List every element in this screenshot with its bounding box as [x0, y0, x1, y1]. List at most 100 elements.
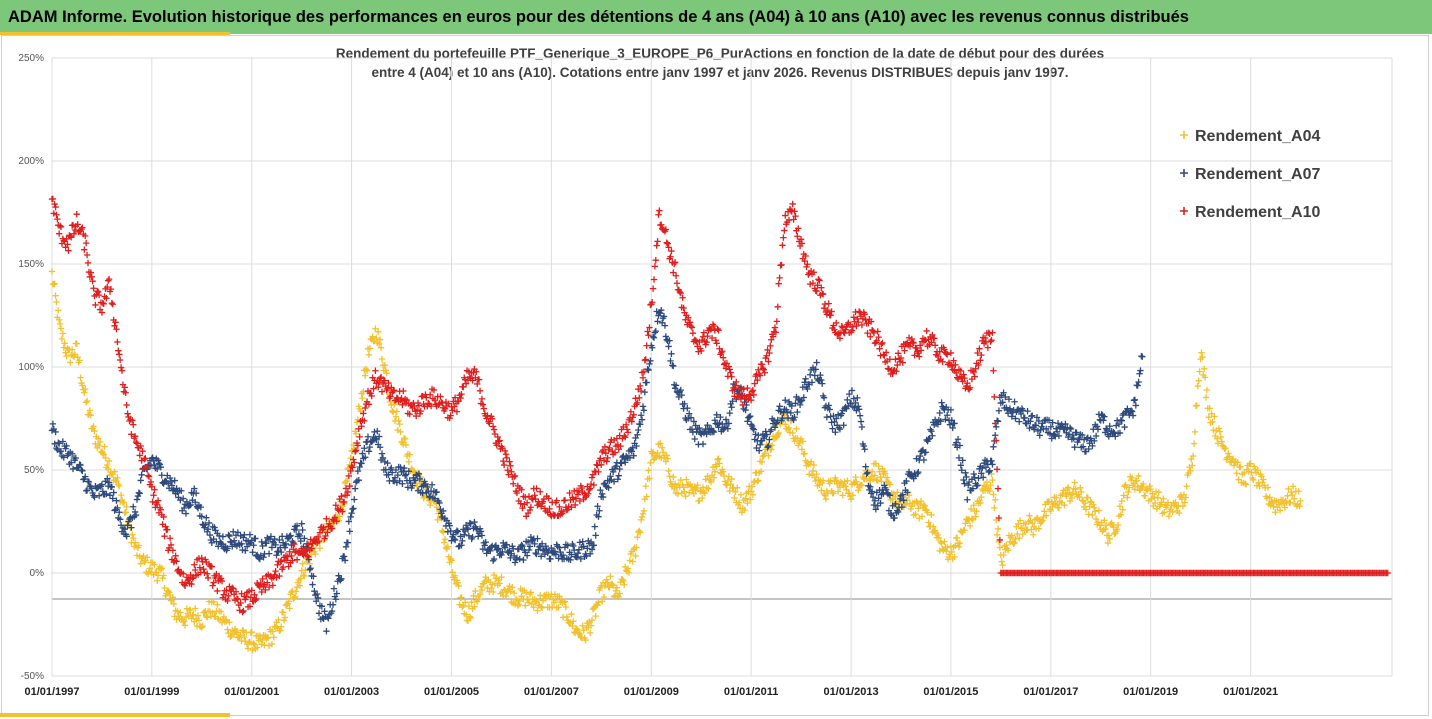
data-point: [466, 519, 473, 527]
data-point: [478, 586, 486, 594]
legend-label: Rendement_A10: [1195, 204, 1320, 221]
data-point: [887, 510, 894, 518]
data-point: [710, 474, 718, 481]
data-point: [72, 454, 80, 462]
data-point: [744, 418, 751, 425]
data-point: [373, 334, 380, 342]
data-point: [215, 543, 222, 550]
data-point: [83, 487, 91, 494]
data-point: [846, 490, 853, 497]
data-point: [855, 406, 863, 413]
data-point: [833, 415, 840, 422]
data-point: [160, 513, 167, 521]
data-point: [78, 466, 85, 474]
data-point: [990, 443, 997, 451]
data-point: [114, 504, 121, 512]
data-point: [103, 294, 110, 302]
data-point: [143, 554, 151, 561]
data-point: [210, 598, 217, 606]
data-point: [925, 436, 932, 443]
data-point: [988, 336, 995, 344]
data-point: [1247, 460, 1254, 468]
data-point: [696, 424, 703, 432]
data-point: [750, 426, 758, 433]
data-point: [1226, 453, 1233, 460]
data-point: [203, 614, 211, 621]
data-point: [626, 557, 634, 564]
data-point: [118, 367, 126, 374]
data-point: [987, 481, 994, 489]
data-point: [587, 538, 595, 546]
data-point: [191, 561, 198, 568]
data-point: [538, 540, 546, 547]
x-tick-label: 01/01/2009: [624, 686, 679, 698]
data-point: [103, 490, 110, 498]
data-point: [133, 496, 141, 503]
data-point: [875, 462, 882, 470]
data-point: [938, 399, 945, 406]
data-point: [989, 476, 996, 484]
data-point: [376, 336, 384, 343]
data-points: [48, 195, 1391, 654]
data-point: [453, 527, 461, 534]
data-point: [746, 496, 754, 503]
data-point: [833, 476, 840, 484]
data-point: [1288, 491, 1296, 499]
data-point: [763, 431, 770, 438]
data-point: [98, 309, 106, 316]
data-point: [67, 234, 75, 241]
data-point: [855, 487, 862, 494]
data-point: [1086, 503, 1093, 510]
data-point: [577, 555, 585, 563]
data-point: [722, 416, 730, 423]
data-point: [775, 429, 782, 437]
data-point: [447, 527, 454, 535]
data-point: [567, 556, 574, 564]
data-point: [572, 625, 580, 632]
data-point: [677, 476, 684, 484]
data-point: [179, 570, 187, 577]
data-point: [217, 608, 225, 615]
data-point: [348, 509, 355, 517]
data-point: [288, 552, 295, 560]
y-tick-label: 100%: [18, 362, 44, 373]
data-point: [721, 424, 729, 431]
data-point: [1105, 532, 1113, 539]
data-point: [955, 543, 963, 551]
y-tick-label: 50%: [24, 465, 44, 476]
data-point: [830, 490, 837, 497]
data-point: [264, 579, 271, 586]
data-point: [1128, 408, 1136, 415]
data-point: [101, 443, 108, 450]
data-point: [1073, 429, 1080, 436]
data-point: [574, 549, 582, 557]
data-point: [1119, 506, 1126, 513]
data-point: [507, 588, 514, 595]
data-point: [654, 449, 661, 457]
data-point: [100, 451, 107, 458]
data-point: [791, 414, 798, 421]
data-point: [304, 553, 312, 560]
data-point: [1035, 525, 1042, 532]
data-point: [827, 477, 834, 484]
data-point: [490, 426, 498, 433]
data-point: [898, 503, 906, 511]
data-point: [588, 616, 596, 624]
data-point: [871, 472, 879, 479]
data-point: [1234, 459, 1241, 466]
data-point: [1017, 410, 1025, 418]
data-point: [381, 362, 389, 369]
data-point: [401, 434, 408, 442]
data-point: [474, 533, 482, 540]
data-point: [838, 410, 846, 417]
data-point: [92, 301, 99, 309]
data-point: [1033, 414, 1041, 421]
data-point: [82, 232, 89, 240]
data-point: [799, 438, 807, 445]
data-point: [925, 519, 932, 526]
data-point: [203, 570, 211, 577]
data-point: [724, 425, 732, 432]
data-point: [928, 511, 935, 518]
data-point: [366, 443, 374, 451]
data-point: [124, 410, 131, 417]
